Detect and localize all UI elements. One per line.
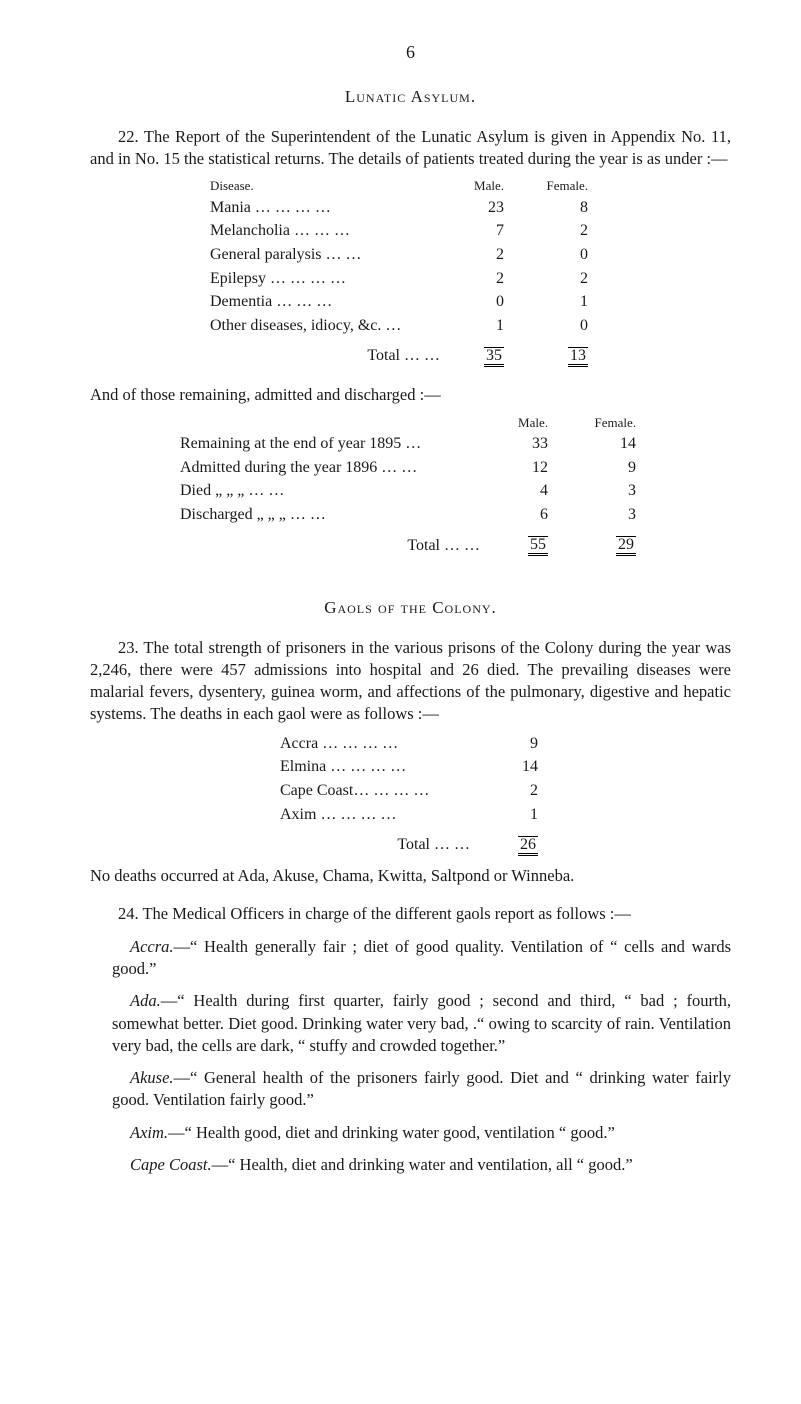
table-row: Discharged „ „ „ … … 6 3 bbox=[180, 503, 654, 527]
entry-label: Cape Coast. bbox=[130, 1155, 212, 1174]
row-label: Dementia … … … bbox=[210, 290, 454, 314]
row-val: 14 bbox=[488, 755, 556, 779]
table-row: Remaining at the end of year 1895 … 33 1… bbox=[180, 432, 654, 456]
row-male: 12 bbox=[498, 456, 566, 480]
entry-accra: Accra.—“ Health generally fair ; diet of… bbox=[90, 936, 731, 981]
col-head-male: Male. bbox=[498, 413, 566, 433]
row-label: Epilepsy … … … … bbox=[210, 267, 454, 291]
entry-akuse: Akuse.—“ General health of the prisoners… bbox=[90, 1067, 731, 1112]
row-label: Melancholia … … … bbox=[210, 219, 454, 243]
paragraph-22: 22. The Report of the Superintendent of … bbox=[90, 126, 731, 171]
paragraph-24: 24. The Medical Officers in charge of th… bbox=[90, 903, 731, 925]
entry-ada: Ada.—“ Health during first quarter, fair… bbox=[90, 990, 731, 1057]
section-title-asylum: Lunatic Asylum. bbox=[90, 86, 731, 109]
col-head-male: Male. bbox=[454, 176, 518, 196]
total-female: 29 bbox=[566, 527, 654, 558]
entry-cape-coast: Cape Coast.—“ Health, diet and drinking … bbox=[90, 1154, 731, 1176]
table-row: Accra … … … … 9 bbox=[280, 732, 556, 756]
entry-label: Ada. bbox=[130, 991, 161, 1010]
entry-label: Axim. bbox=[130, 1123, 168, 1142]
row-label: Other diseases, idiocy, &c. … bbox=[210, 314, 454, 338]
entry-label: Accra. bbox=[130, 937, 174, 956]
row-male: 7 bbox=[454, 219, 518, 243]
row-label: Elmina … … … … bbox=[280, 755, 488, 779]
row-label: Accra … … … … bbox=[280, 732, 488, 756]
gaol-table: Accra … … … … 9 Elmina … … … … 14 Cape C… bbox=[280, 732, 556, 857]
table-row: Other diseases, idiocy, &c. … 1 0 bbox=[210, 314, 602, 338]
page-number: 6 bbox=[90, 40, 731, 64]
table-row: Melancholia … … … 7 2 bbox=[210, 219, 602, 243]
entry-text: —“ General health of the prisoners fairl… bbox=[112, 1068, 731, 1109]
row-male: 1 bbox=[454, 314, 518, 338]
paragraph-nodeaths: No deaths occurred at Ada, Akuse, Chama,… bbox=[90, 865, 731, 887]
row-label: Admitted during the year 1896 … … bbox=[180, 456, 498, 480]
total-male: 35 bbox=[454, 337, 518, 368]
disease-table: Disease. Male. Female. Mania … … … … 23 … bbox=[210, 176, 602, 368]
total-label: Total … … bbox=[180, 527, 498, 558]
row-male: 33 bbox=[498, 432, 566, 456]
entry-axim: Axim.—“ Health good, diet and drinking w… bbox=[90, 1122, 731, 1144]
table-row: Died „ „ „ … … 4 3 bbox=[180, 479, 654, 503]
row-female: 14 bbox=[566, 432, 654, 456]
row-val: 2 bbox=[488, 779, 556, 803]
row-male: 0 bbox=[454, 290, 518, 314]
row-val: 1 bbox=[488, 803, 556, 827]
row-val: 9 bbox=[488, 732, 556, 756]
table-row: Cape Coast… … … … 2 bbox=[280, 779, 556, 803]
row-female: 0 bbox=[518, 243, 602, 267]
row-male: 23 bbox=[454, 196, 518, 220]
paragraph-23: 23. The total strength of prisoners in t… bbox=[90, 637, 731, 726]
row-female: 2 bbox=[518, 267, 602, 291]
total-label: Total … … bbox=[210, 337, 454, 368]
table-total-row: Total … … 26 bbox=[280, 826, 556, 857]
entry-text: —“ Health good, diet and drinking water … bbox=[168, 1123, 615, 1142]
row-female: 3 bbox=[566, 479, 654, 503]
table-row: Mania … … … … 23 8 bbox=[210, 196, 602, 220]
entry-text: —“ Health generally fair ; diet of good … bbox=[112, 937, 731, 978]
table-row: Admitted during the year 1896 … … 12 9 bbox=[180, 456, 654, 480]
table-row: General paralysis … … 2 0 bbox=[210, 243, 602, 267]
total-female: 13 bbox=[518, 337, 602, 368]
row-male: 6 bbox=[498, 503, 566, 527]
row-female: 2 bbox=[518, 219, 602, 243]
row-label: Discharged „ „ „ … … bbox=[180, 503, 498, 527]
table-row: Dementia … … … 0 1 bbox=[210, 290, 602, 314]
row-label: General paralysis … … bbox=[210, 243, 454, 267]
row-label: Cape Coast… … … … bbox=[280, 779, 488, 803]
table-row: Axim … … … … 1 bbox=[280, 803, 556, 827]
row-male: 4 bbox=[498, 479, 566, 503]
row-male: 2 bbox=[454, 243, 518, 267]
row-label: Died „ „ „ … … bbox=[180, 479, 498, 503]
table-header-row: Male. Female. bbox=[180, 413, 654, 433]
total-val: 26 bbox=[488, 826, 556, 857]
remaining-table: Male. Female. Remaining at the end of ye… bbox=[180, 413, 654, 558]
col-head-disease: Disease. bbox=[210, 176, 454, 196]
col-head-female: Female. bbox=[566, 413, 654, 433]
col-head-female: Female. bbox=[518, 176, 602, 196]
row-female: 9 bbox=[566, 456, 654, 480]
row-female: 0 bbox=[518, 314, 602, 338]
paragraph-and: And of those remaining, admitted and dis… bbox=[90, 384, 731, 406]
row-female: 8 bbox=[518, 196, 602, 220]
row-label: Remaining at the end of year 1895 … bbox=[180, 432, 498, 456]
total-label: Total … … bbox=[280, 826, 488, 857]
entry-text: —“ Health, diet and drinking water and v… bbox=[212, 1155, 633, 1174]
row-female: 3 bbox=[566, 503, 654, 527]
table-total-row: Total … … 55 29 bbox=[180, 527, 654, 558]
table-row: Elmina … … … … 14 bbox=[280, 755, 556, 779]
row-female: 1 bbox=[518, 290, 602, 314]
row-label: Axim … … … … bbox=[280, 803, 488, 827]
table-row: Epilepsy … … … … 2 2 bbox=[210, 267, 602, 291]
entry-label: Akuse. bbox=[130, 1068, 174, 1087]
section-title-gaols: Gaols of the Colony. bbox=[90, 597, 731, 620]
table-total-row: Total … … 35 13 bbox=[210, 337, 602, 368]
page: 6 Lunatic Asylum. 22. The Report of the … bbox=[0, 0, 801, 1236]
row-male: 2 bbox=[454, 267, 518, 291]
total-male: 55 bbox=[498, 527, 566, 558]
entry-text: —“ Health during first quarter, fairly g… bbox=[112, 991, 731, 1055]
table-header-row: Disease. Male. Female. bbox=[210, 176, 602, 196]
row-label: Mania … … … … bbox=[210, 196, 454, 220]
